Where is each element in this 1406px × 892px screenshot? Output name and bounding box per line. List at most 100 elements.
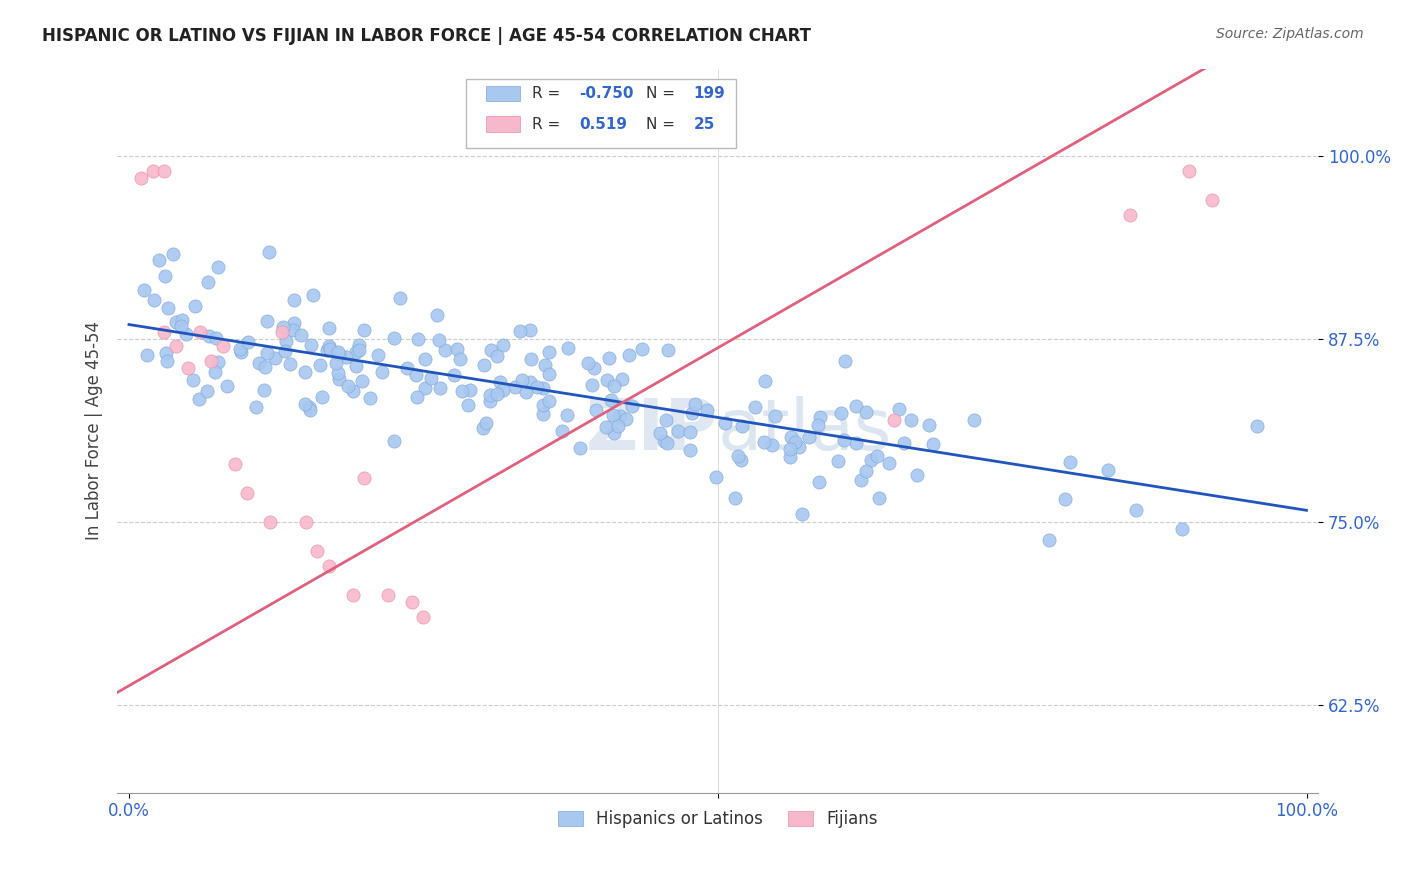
Point <box>537 393 560 408</box>
Point <box>845 436 868 450</box>
Point <box>1125 503 1147 517</box>
Text: 0.519: 0.519 <box>579 117 627 132</box>
Point <box>893 436 915 450</box>
Point <box>834 353 856 368</box>
Point <box>595 420 617 434</box>
Point <box>679 442 702 457</box>
Point <box>922 437 945 451</box>
Point <box>879 456 901 470</box>
Point <box>1054 491 1077 506</box>
Point <box>195 384 218 399</box>
Point <box>328 372 350 386</box>
Point <box>598 351 620 365</box>
Point <box>153 325 176 339</box>
Point <box>451 384 474 399</box>
Text: -0.750: -0.750 <box>579 86 634 101</box>
Point <box>443 368 465 382</box>
Point <box>492 338 515 352</box>
Point <box>274 344 297 359</box>
Point <box>679 425 702 440</box>
Text: R =: R = <box>531 86 565 101</box>
Point <box>682 406 704 420</box>
Point <box>297 400 319 414</box>
Point <box>787 440 810 454</box>
Point <box>458 384 481 398</box>
Point <box>419 371 441 385</box>
Point <box>413 352 436 367</box>
Point <box>655 413 678 427</box>
Point <box>188 392 211 407</box>
Point <box>307 544 329 558</box>
Point <box>585 403 607 417</box>
Point <box>204 365 226 379</box>
Point <box>446 342 468 356</box>
Point <box>538 344 561 359</box>
Point <box>325 356 347 370</box>
Point <box>761 438 783 452</box>
Text: HISPANIC OR LATINO VS FIJIAN IN LABOR FORCE | AGE 45-54 CORRELATION CHART: HISPANIC OR LATINO VS FIJIAN IN LABOR FO… <box>42 27 811 45</box>
Point <box>868 491 890 505</box>
Point <box>426 308 449 322</box>
Point <box>657 436 679 450</box>
Point <box>1038 533 1060 548</box>
Point <box>253 359 276 374</box>
Point <box>181 373 204 387</box>
Point <box>427 333 450 347</box>
Point <box>531 381 554 395</box>
Point <box>652 434 675 448</box>
Point <box>704 470 727 484</box>
Point <box>1246 419 1268 434</box>
Point <box>1171 522 1194 536</box>
Point <box>855 405 877 419</box>
Point <box>780 430 803 444</box>
Point <box>845 400 868 414</box>
Point <box>557 341 579 355</box>
Point <box>326 367 349 381</box>
Point <box>531 398 554 412</box>
Point <box>207 260 229 275</box>
Point <box>253 384 276 398</box>
Point <box>855 464 877 478</box>
Point <box>328 347 350 361</box>
Point <box>599 393 621 408</box>
Point <box>396 361 419 376</box>
Point <box>335 350 357 364</box>
Point <box>887 401 910 416</box>
Point <box>666 424 689 438</box>
Point <box>347 338 370 352</box>
Point <box>165 339 187 353</box>
Point <box>155 346 177 360</box>
Point <box>808 410 831 425</box>
Point <box>779 450 801 464</box>
Text: N =: N = <box>645 117 679 132</box>
Point <box>153 164 176 178</box>
Point <box>1201 193 1223 207</box>
Point <box>342 588 364 602</box>
Point <box>433 343 456 358</box>
Point <box>617 348 640 362</box>
Point <box>205 331 228 345</box>
Point <box>389 292 412 306</box>
Point <box>731 419 754 434</box>
Point <box>353 471 375 485</box>
Point <box>247 356 270 370</box>
Point <box>555 408 578 422</box>
Point <box>283 293 305 307</box>
Point <box>883 412 905 426</box>
Point <box>328 345 350 359</box>
Point <box>866 449 889 463</box>
Point <box>475 417 498 431</box>
Point <box>184 299 207 313</box>
Point <box>602 426 624 441</box>
Point <box>849 473 872 487</box>
Point <box>602 408 624 422</box>
Point <box>170 319 193 334</box>
Point <box>259 515 281 529</box>
Point <box>727 449 749 463</box>
Point <box>631 342 654 356</box>
Point <box>235 485 257 500</box>
Point <box>349 343 371 357</box>
Point <box>200 354 222 368</box>
Point <box>207 355 229 369</box>
Point <box>526 380 548 394</box>
